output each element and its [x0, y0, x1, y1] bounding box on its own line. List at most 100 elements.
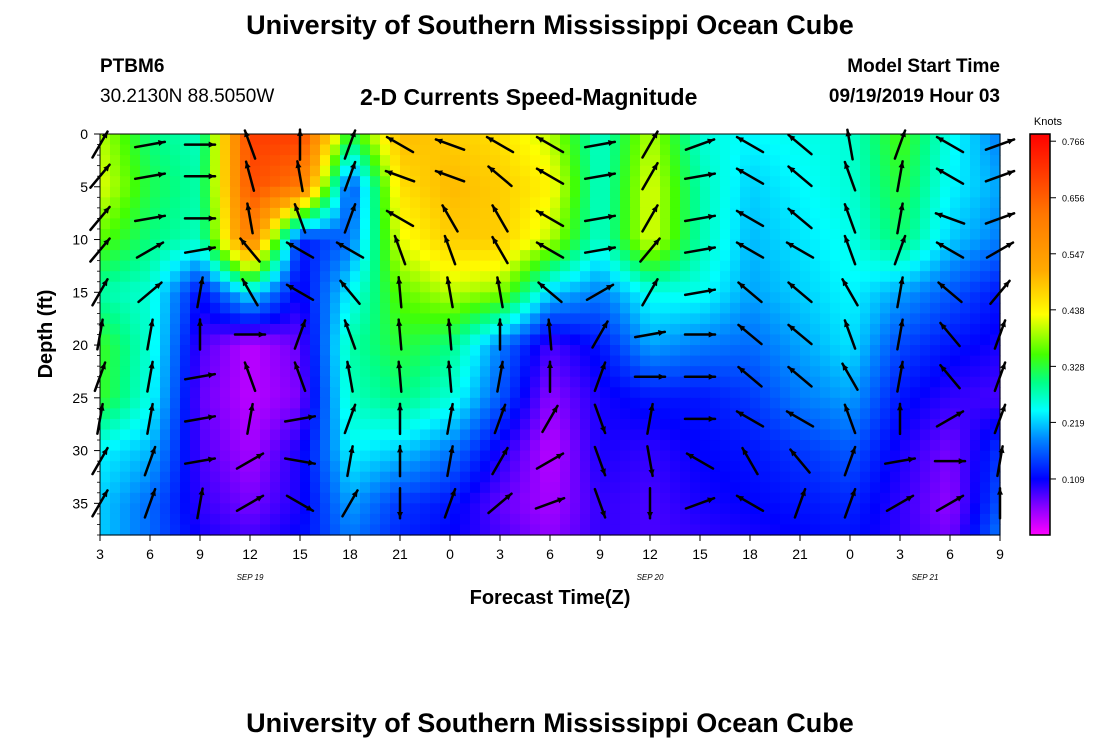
- heat-cell: [490, 155, 501, 167]
- heat-cell: [940, 186, 951, 198]
- heat-cell: [860, 366, 871, 378]
- heat-cell: [590, 429, 601, 441]
- heat-cell: [140, 292, 151, 304]
- heat-cell: [120, 461, 131, 473]
- heat-cell: [510, 155, 521, 167]
- heat-cell: [660, 461, 671, 473]
- heat-cell: [870, 461, 881, 473]
- heat-cell: [630, 218, 641, 230]
- heat-cell: [860, 503, 871, 515]
- heat-cell: [870, 323, 881, 336]
- heat-cell: [520, 387, 531, 399]
- heat-cell: [700, 144, 711, 156]
- heat-cell: [620, 186, 631, 198]
- heat-cell: [230, 450, 241, 462]
- heat-cell: [530, 355, 541, 367]
- heat-cell: [510, 207, 521, 220]
- heat-cell: [840, 366, 851, 378]
- heat-cell: [720, 239, 731, 251]
- heat-cell: [730, 197, 741, 209]
- x-tick-label: 3: [496, 546, 504, 562]
- heat-cell: [480, 313, 491, 325]
- heat-cell: [510, 250, 521, 262]
- heat-cell: [820, 482, 831, 494]
- heat-cell: [950, 418, 961, 431]
- heat-cell: [670, 250, 681, 262]
- heat-cell: [930, 134, 941, 146]
- heat-cell: [430, 513, 441, 526]
- heat-cell: [810, 461, 821, 473]
- heat-cell: [500, 418, 511, 431]
- heat-cell: [190, 513, 201, 526]
- heat-cell: [480, 345, 491, 357]
- heat-cell: [300, 397, 311, 409]
- heat-cell: [370, 334, 381, 346]
- heat-cell: [200, 355, 211, 367]
- heat-cell: [800, 397, 811, 409]
- heat-cell: [960, 144, 971, 156]
- heat-cell: [500, 292, 511, 304]
- heat-cell: [100, 155, 111, 167]
- heat-cell: [590, 345, 601, 357]
- heat-cell: [910, 292, 921, 304]
- heat-cell: [540, 440, 551, 452]
- heat-cell: [290, 271, 301, 283]
- heat-cell: [780, 250, 791, 262]
- heat-cell: [150, 440, 161, 452]
- heat-cell: [780, 228, 791, 241]
- heat-cell: [110, 155, 121, 167]
- heat-cell: [280, 387, 291, 399]
- heat-cell: [140, 524, 151, 536]
- heat-cell: [900, 292, 911, 304]
- heat-cell: [750, 239, 761, 251]
- heat-cell: [280, 134, 291, 146]
- current-arrow: [196, 276, 205, 309]
- heat-cell: [730, 440, 741, 452]
- heat-cell: [670, 313, 681, 325]
- heat-cell: [730, 228, 741, 241]
- heat-cell: [110, 345, 121, 357]
- heat-cell: [850, 387, 861, 399]
- current-arrow: [896, 318, 905, 351]
- heat-cell: [200, 271, 211, 283]
- heat-cell: [610, 524, 621, 536]
- heat-cell: [980, 134, 991, 146]
- heat-cell: [150, 471, 161, 483]
- heat-cell: [830, 155, 841, 167]
- heat-cell: [730, 503, 741, 515]
- heat-cell: [340, 461, 351, 473]
- heat-cell: [110, 197, 121, 209]
- heat-cell: [440, 144, 451, 156]
- heat-cell: [230, 134, 241, 146]
- heat-cell: [500, 218, 511, 230]
- heat-cell: [360, 302, 371, 314]
- heat-cell: [770, 281, 781, 293]
- heat-cell: [600, 408, 611, 420]
- heat-cell: [180, 450, 191, 462]
- heat-cell: [290, 513, 301, 526]
- heat-cell: [830, 197, 841, 209]
- heat-cell: [310, 513, 321, 526]
- heat-cell: [130, 313, 141, 325]
- heat-cell: [190, 387, 201, 399]
- heat-cell: [590, 197, 601, 209]
- heat-cell: [650, 176, 661, 188]
- heat-cell: [820, 281, 831, 293]
- heat-cell: [190, 345, 201, 357]
- heat-cell: [380, 207, 391, 220]
- heat-cell: [790, 461, 801, 473]
- heat-cell: [610, 207, 621, 220]
- heat-cell: [920, 408, 931, 420]
- heat-cell: [680, 165, 691, 177]
- heat-cell: [550, 513, 561, 526]
- heat-cell: [820, 503, 831, 515]
- heat-cell: [320, 176, 331, 188]
- heat-cell: [920, 218, 931, 230]
- heat-cell: [920, 366, 931, 378]
- heat-cell: [820, 387, 831, 399]
- heat-cell: [750, 155, 761, 167]
- heat-cell: [780, 271, 791, 283]
- heat-cell: [910, 418, 921, 431]
- heat-cell: [560, 387, 571, 399]
- current-arrow: [133, 171, 167, 181]
